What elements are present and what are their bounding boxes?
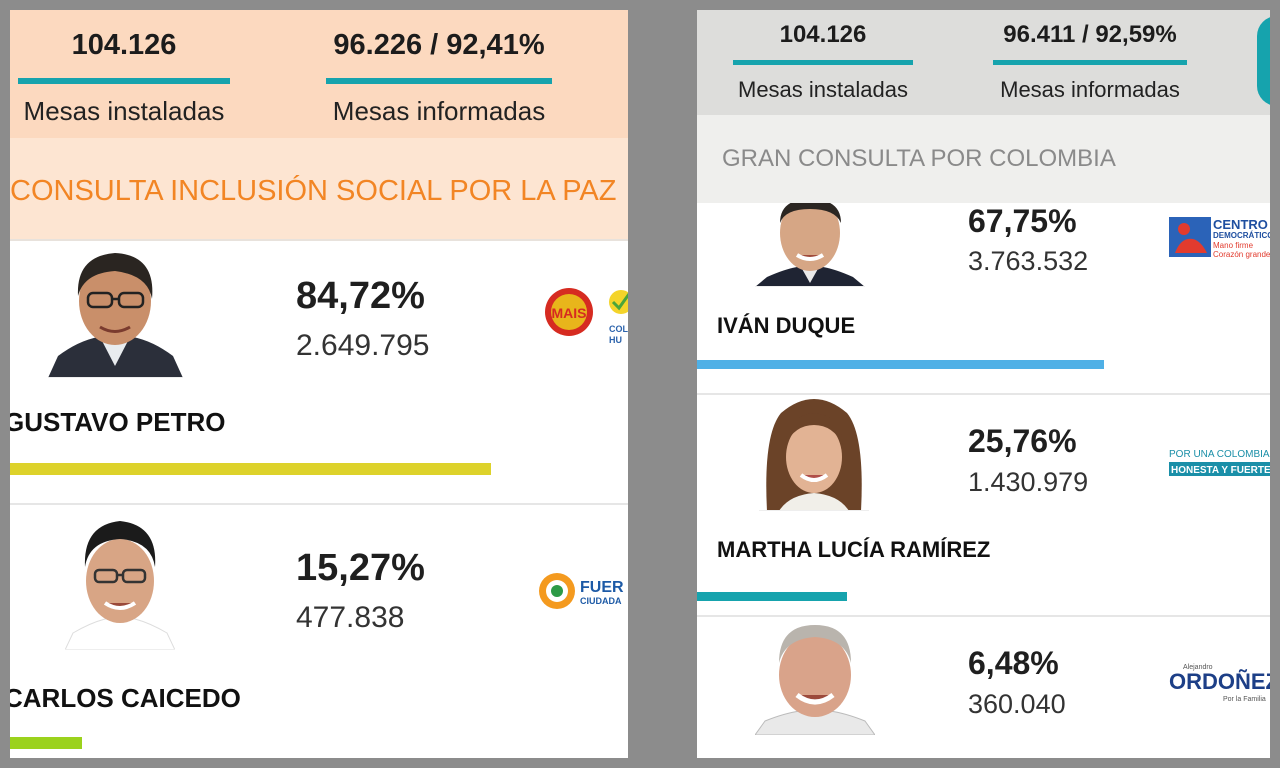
candidate-card[interactable]: 84,72% 2.649.795 MAIS COLO HU GUSTAVO PE… — [10, 241, 628, 505]
candidate-photo — [759, 395, 869, 511]
stats-bar: 104.126 Mesas instaladas 96.411 / 92,59%… — [697, 10, 1270, 115]
stat-underline — [326, 78, 552, 84]
party-logo-text: POR UNA COLOMBIA — [1169, 449, 1270, 460]
candidate-percent: 84,72% — [296, 275, 425, 317]
svg-text:HU: HU — [609, 335, 622, 345]
svg-text:DEMOCRÁTICO: DEMOCRÁTICO — [1213, 231, 1270, 240]
installed-tables-label: Mesas instaladas — [23, 96, 225, 126]
candidate-percent: 67,75% — [968, 203, 1077, 239]
candidate-name: GUSTAVO PETRO — [10, 407, 226, 437]
candidate-votes: 1.430.979 — [968, 467, 1089, 497]
reported-tables-stat: 96.411 / 92,59% Mesas informadas — [993, 10, 1187, 103]
party-logo-text: MAIS — [552, 305, 587, 321]
candidate-photo — [755, 617, 875, 735]
candidate-name: IVÁN DUQUE — [717, 313, 856, 338]
reported-tables-value: 96.411 / 92,59% — [1003, 21, 1177, 48]
svg-text:Mano firme: Mano firme — [1213, 241, 1254, 250]
right-results-panel: 104.126 Mesas instaladas 96.411 / 92,59%… — [697, 10, 1270, 758]
reported-tables-label: Mesas informadas — [332, 96, 546, 126]
svg-text:CIUDADA: CIUDADA — [580, 596, 622, 606]
candidate-photo — [65, 515, 175, 650]
share-button[interactable] — [1257, 16, 1270, 106]
candidate-card[interactable]: 15,27% 477.838 FUER CIUDADA CARLOS CAICE… — [10, 505, 628, 758]
left-results-panel: 104.126 Mesas instaladas 96.226 / 92,41%… — [10, 10, 628, 758]
candidate-card[interactable]: 25,76% 1.430.979 POR UNA COLOMBIA HONEST… — [697, 395, 1270, 617]
party-logo: MAIS COLO HU — [545, 288, 628, 350]
svg-text:COLO: COLO — [609, 324, 628, 334]
candidate-share-bar — [697, 360, 1104, 369]
party-logo: CENTRO DEMOCRÁTICO Mano firme Corazón gr… — [1169, 215, 1270, 263]
svg-text:Por la Familia: Por la Familia — [1223, 696, 1266, 703]
candidate-votes: 3.763.532 — [968, 246, 1089, 276]
candidate-percent: 25,76% — [968, 423, 1077, 459]
installed-tables-label: Mesas instaladas — [738, 77, 908, 102]
reported-tables-stat: 96.226 / 92,41% Mesas informadas — [326, 10, 552, 127]
installed-tables-stat: 104.126 Mesas instaladas — [733, 10, 913, 103]
candidate-card[interactable]: 67,75% 3.763.532 CENTRO DEMOCRÁTICO Mano… — [697, 203, 1270, 395]
consulta-title: GRAN CONSULTA POR COLOMBIA — [697, 115, 1270, 203]
stat-underline — [993, 60, 1187, 65]
candidate-photo — [48, 241, 183, 378]
party-logo: POR UNA COLOMBIA HONESTA Y FUERTE — [1169, 443, 1270, 483]
installed-tables-value: 104.126 — [779, 21, 867, 48]
installed-tables-value: 104.126 — [71, 29, 177, 61]
party-logo-text: ORDOÑEZ — [1169, 669, 1270, 694]
candidate-percent: 6,48% — [968, 645, 1059, 681]
candidate-photo — [755, 203, 865, 287]
candidate-votes: 2.649.795 — [296, 329, 430, 362]
svg-text:FUER: FUER — [580, 579, 624, 596]
party-logo: FUER CIUDADA — [538, 571, 628, 615]
candidate-share-bar — [10, 737, 82, 749]
candidate-share-bar — [10, 463, 491, 475]
svg-text:HONESTA Y FUERTE: HONESTA Y FUERTE — [1171, 465, 1270, 476]
candidate-votes: 360.040 — [968, 689, 1066, 719]
candidate-name: MARTHA LUCÍA RAMÍREZ — [717, 537, 991, 562]
consulta-title: CONSULTA INCLUSIÓN SOCIAL POR LA PAZ — [10, 138, 628, 241]
stat-underline — [18, 78, 230, 84]
candidate-votes: 477.838 — [296, 601, 405, 634]
candidate-name: CARLOS CAICEDO — [10, 683, 241, 713]
reported-tables-label: Mesas informadas — [1000, 77, 1180, 102]
installed-tables-stat: 104.126 Mesas instaladas — [18, 10, 230, 127]
candidate-percent: 15,27% — [296, 547, 425, 589]
stat-underline — [733, 60, 913, 65]
svg-text:Corazón grande: Corazón grande — [1213, 250, 1270, 259]
stats-bar: 104.126 Mesas instaladas 96.226 / 92,41%… — [10, 10, 628, 138]
svg-text:Alejandro: Alejandro — [1183, 664, 1213, 671]
reported-tables-value: 96.226 / 92,41% — [333, 29, 545, 61]
party-logo: Alejandro ORDOÑEZ Por la Familia — [1169, 661, 1270, 705]
party-logo-text: CENTRO — [1213, 217, 1268, 232]
candidate-share-bar — [697, 592, 847, 601]
candidate-card[interactable]: 6,48% 360.040 Alejandro ORDOÑEZ Por la F… — [697, 617, 1270, 758]
